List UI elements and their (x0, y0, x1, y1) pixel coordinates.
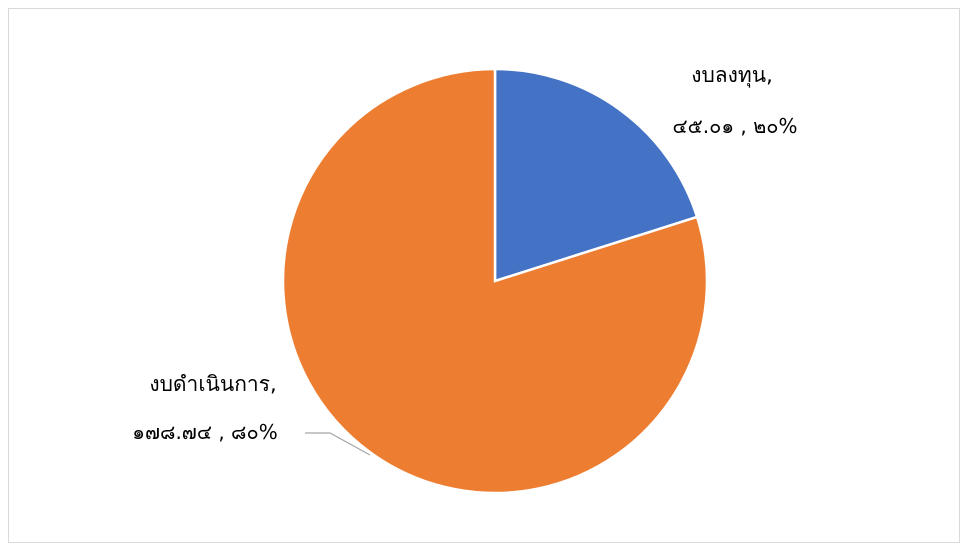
data-label-capital-category: งบลงทุน, (691, 63, 773, 88)
pie-slice-capital (493, 67, 699, 283)
pie-slices (281, 67, 709, 495)
data-label-operating-value: ๑๗๘.๗๔ , ๘๐% (132, 420, 277, 444)
data-label-operating-category: งบดำเนินการ, (149, 372, 276, 396)
data-label-capital-value: ๔๕.๐๑ , ๒๐% (673, 114, 798, 138)
leader-line (305, 432, 371, 456)
pie-slice-operating (281, 67, 709, 495)
